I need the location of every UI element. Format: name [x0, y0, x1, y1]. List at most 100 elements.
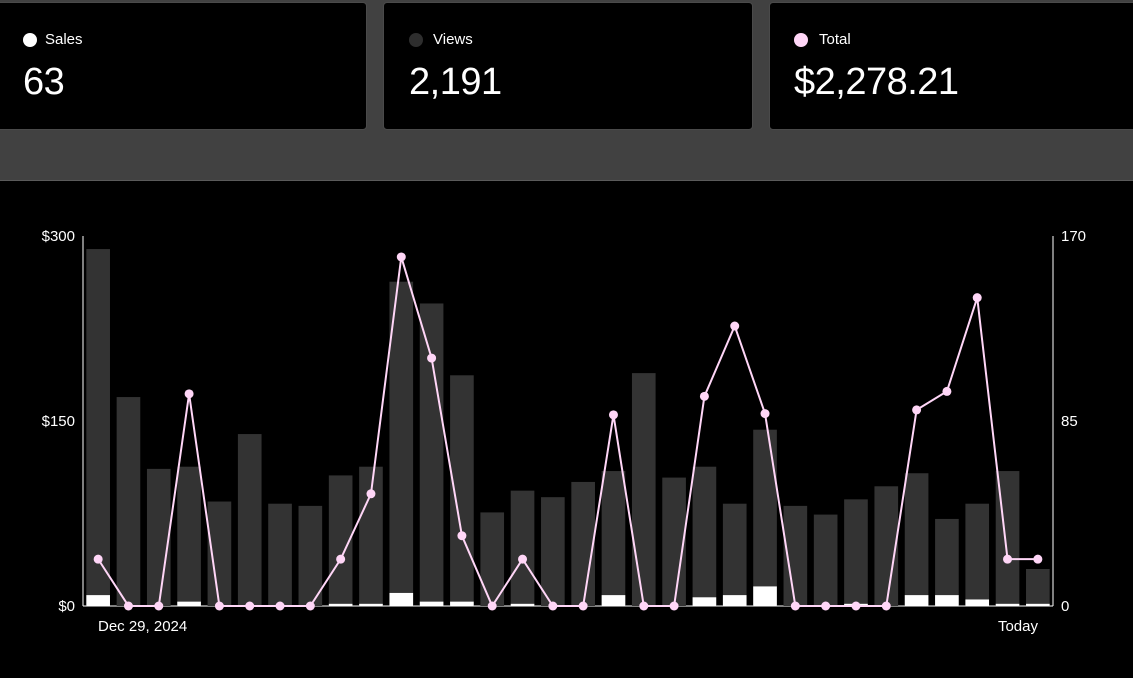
- sales-chart: $0 $150 $300 0 85 170 Dec 29, 2024 Today: [0, 181, 1133, 673]
- x-start-label: Dec 29, 2024: [98, 618, 187, 635]
- total-point: [1003, 554, 1013, 564]
- right-tick-label: 85: [1061, 413, 1078, 430]
- total-point: [154, 601, 164, 611]
- views-bar: [692, 466, 717, 606]
- views-bar: [328, 475, 353, 606]
- views-bar: [753, 429, 777, 606]
- sales-bar: [1026, 603, 1050, 606]
- total-point: [336, 554, 346, 564]
- sales-bar: [510, 603, 535, 606]
- sales-bar: [904, 595, 929, 606]
- total-point: [881, 601, 891, 611]
- sales-bar: [419, 601, 444, 606]
- sales-bar: [965, 599, 990, 606]
- views-bar: [268, 503, 292, 606]
- total-point: [972, 293, 982, 303]
- views-value: 2,191: [409, 61, 502, 103]
- total-point: [275, 601, 285, 611]
- total-point: [942, 386, 952, 396]
- views-bar: [601, 471, 626, 606]
- sales-dot-icon: [23, 33, 37, 47]
- total-label: Total: [819, 31, 851, 48]
- total-card[interactable]: Total $2,278.21: [769, 2, 1133, 130]
- total-value: $2,278.21: [794, 61, 959, 103]
- sales-bar: [753, 586, 777, 606]
- views-bar: [874, 486, 899, 606]
- total-line: [97, 256, 1038, 609]
- total-point: [184, 389, 194, 399]
- views-bar: [86, 249, 110, 606]
- total-point: [305, 601, 315, 611]
- views-dot-icon: [409, 33, 423, 47]
- x-end-label: Today: [998, 618, 1039, 635]
- sales-bar: [722, 595, 747, 606]
- total-point: [790, 601, 800, 611]
- total-point: [851, 601, 861, 611]
- total-point: [578, 601, 588, 611]
- total-point: [487, 601, 497, 611]
- views-card[interactable]: Views 2,191: [383, 2, 753, 130]
- sales-bar: [177, 601, 201, 606]
- total-point: [245, 601, 255, 611]
- total-point: [639, 601, 649, 611]
- total-point: [1033, 554, 1043, 564]
- sales-bar: [389, 592, 414, 606]
- total-dot-icon: [794, 33, 808, 47]
- views-bar: [844, 499, 868, 606]
- views-label: Views: [433, 31, 473, 48]
- total-point: [669, 601, 679, 611]
- total-point: [123, 601, 133, 611]
- views-bar: [541, 497, 565, 606]
- views-bar: [965, 503, 990, 606]
- total-point: [427, 353, 437, 363]
- right-tick-label: 170: [1061, 228, 1086, 245]
- sales-bar: [935, 595, 959, 606]
- left-tick-label: $0: [58, 598, 75, 615]
- total-point: [93, 554, 103, 564]
- views-bar: [389, 281, 414, 606]
- total-point: [821, 601, 831, 611]
- views-bar: [237, 434, 262, 606]
- sales-bar: [359, 603, 383, 606]
- sales-bar: [995, 603, 1020, 606]
- total-point: [760, 409, 770, 419]
- views-bar: [783, 505, 808, 606]
- views-bar: [662, 477, 686, 606]
- total-point: [699, 391, 709, 401]
- sales-bar: [450, 601, 474, 606]
- total-point: [912, 405, 922, 415]
- views-bar: [935, 518, 959, 606]
- sales-bar: [328, 603, 353, 606]
- views-bar: [177, 466, 201, 606]
- total-point: [457, 531, 467, 541]
- views-bar: [571, 481, 595, 606]
- sales-card[interactable]: Sales 63: [0, 2, 367, 130]
- views-bar: [904, 473, 929, 606]
- total-point: [366, 489, 376, 499]
- right-tick-label: 0: [1061, 598, 1069, 615]
- sales-label: Sales: [45, 31, 83, 48]
- chart-svg: $0 $150 $300 0 85 170 Dec 29, 2024 Today: [42, 228, 1086, 635]
- views-bar: [359, 466, 383, 606]
- views-bar: [631, 373, 656, 606]
- left-tick-label: $150: [42, 413, 75, 430]
- sales-bar: [692, 597, 717, 606]
- sales-value: 63: [23, 61, 65, 103]
- total-point: [518, 554, 528, 564]
- views-bar: [510, 490, 535, 606]
- views-bar: [722, 503, 747, 606]
- sales-bar: [86, 595, 110, 606]
- views-bar: [1026, 569, 1050, 606]
- total-point: [214, 601, 224, 611]
- views-bar: [146, 468, 171, 606]
- views-bar: [116, 397, 141, 606]
- views-bar: [813, 514, 838, 606]
- total-point: [608, 410, 618, 420]
- total-point: [396, 252, 406, 262]
- views-bar: [207, 501, 232, 606]
- total-point: [548, 601, 558, 611]
- views-bar: [480, 512, 505, 606]
- sales-bar: [601, 595, 626, 606]
- views-bar: [298, 505, 323, 606]
- views-bar: [419, 303, 444, 606]
